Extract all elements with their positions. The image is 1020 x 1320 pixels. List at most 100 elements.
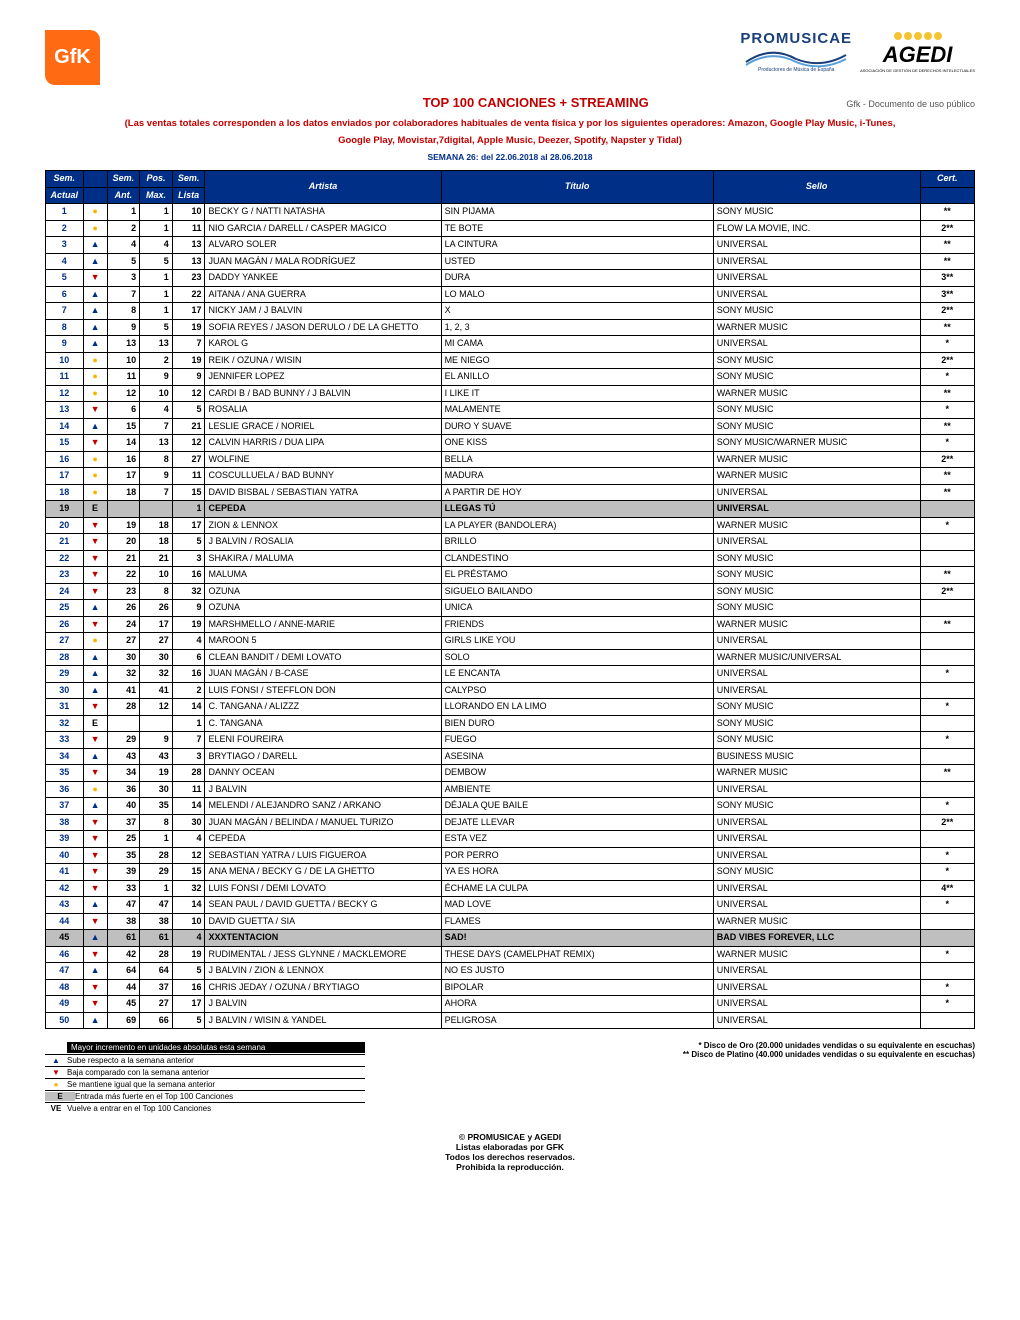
cell-indicator: ▲ [83, 253, 107, 270]
table-row: 24▼23832OZUNASIGUELO BAILANDOSONY MUSIC2… [46, 583, 975, 600]
cell-indicator: ▲ [83, 418, 107, 435]
cell-cert [920, 1012, 974, 1029]
cell-max: 1 [140, 204, 173, 221]
cell-artista: BRYTIAGO / DARELL [205, 748, 441, 765]
cell-max: 28 [140, 946, 173, 963]
footer-l1: © PROMUSICAE y AGEDI [45, 1132, 975, 1142]
cell-actual: 26 [46, 616, 84, 633]
cell-cert [920, 600, 974, 617]
cell-artista: LUIS FONSI / DEMI LOVATO [205, 880, 441, 897]
cell-indicator: ▼ [83, 402, 107, 419]
cell-max: 13 [140, 435, 173, 452]
cell-actual: 45 [46, 930, 84, 947]
cell-titulo: SIN PIJAMA [441, 204, 713, 221]
cell-actual: 33 [46, 732, 84, 749]
cell-artista: COSCULLUELA / BAD BUNNY [205, 468, 441, 485]
cell-max: 12 [140, 699, 173, 716]
cell-max: 1 [140, 220, 173, 237]
cell-cert: ** [920, 204, 974, 221]
cell-titulo: FLAMES [441, 913, 713, 930]
cell-artista: SEAN PAUL / DAVID GUETTA / BECKY G [205, 897, 441, 914]
th-blank2 [83, 187, 107, 204]
table-row: 34▲43433BRYTIAGO / DARELLASESINABUSINESS… [46, 748, 975, 765]
table-body: 1●1110BECKY G / NATTI NATASHASIN PIJAMAS… [46, 204, 975, 1029]
cell-ant: 7 [107, 286, 140, 303]
cell-titulo: YA ES HORA [441, 864, 713, 881]
cell-titulo: UNICA [441, 600, 713, 617]
cell-sello: UNIVERSAL [713, 897, 920, 914]
cell-cert: ** [920, 385, 974, 402]
cell-sello: WARNER MUSIC [713, 385, 920, 402]
cell-max: 8 [140, 451, 173, 468]
cell-sello: UNIVERSAL [713, 847, 920, 864]
cell-titulo: CALYPSO [441, 682, 713, 699]
cell-titulo: FUEGO [441, 732, 713, 749]
cell-actual: 2 [46, 220, 84, 237]
cell-titulo: MAD LOVE [441, 897, 713, 914]
cell-artista: XXXTENTACION [205, 930, 441, 947]
table-row: 47▲64645J BALVIN / ZION & LENNOXNO ES JU… [46, 963, 975, 980]
cell-titulo: GIRLS LIKE YOU [441, 633, 713, 650]
cell-actual: 22 [46, 550, 84, 567]
cell-actual: 30 [46, 682, 84, 699]
cell-max [140, 715, 173, 732]
cell-max: 28 [140, 847, 173, 864]
cell-artista: NICKY JAM / J BALVIN [205, 303, 441, 320]
cell-lista: 19 [172, 352, 205, 369]
cell-artista: OZUNA [205, 600, 441, 617]
footer-l4: Prohibida la reproducción. [45, 1162, 975, 1172]
cell-titulo: LA CINTURA [441, 237, 713, 254]
cell-titulo: BELLA [441, 451, 713, 468]
cell-lista: 30 [172, 814, 205, 831]
table-row: 27●27274MAROON 5GIRLS LIKE YOUUNIVERSAL [46, 633, 975, 650]
cell-ant: 34 [107, 765, 140, 782]
cell-cert: 2** [920, 220, 974, 237]
cell-lista: 16 [172, 666, 205, 683]
cell-actual: 40 [46, 847, 84, 864]
cell-ant: 9 [107, 319, 140, 336]
cell-indicator: ▼ [83, 765, 107, 782]
cell-lista: 10 [172, 204, 205, 221]
agedi-circles-icon [860, 32, 975, 40]
cell-titulo: EL PRÉSTAMO [441, 567, 713, 584]
cell-indicator: ▼ [83, 616, 107, 633]
cell-ant: 12 [107, 385, 140, 402]
cell-artista: AITANA / ANA GUERRA [205, 286, 441, 303]
cell-max: 26 [140, 600, 173, 617]
table-row: 22▼21213SHAKIRA / MALUMACLANDESTINOSONY … [46, 550, 975, 567]
legend-right: * Disco de Oro (20.000 unidades vendidas… [683, 1041, 975, 1114]
description-2: Google Play, Movistar,7digital, Apple Mu… [45, 135, 975, 146]
cell-titulo: SOLO [441, 649, 713, 666]
legend-oro: * Disco de Oro (20.000 unidades vendidas… [683, 1041, 975, 1050]
cell-lista: 19 [172, 319, 205, 336]
cell-indicator: ▼ [83, 979, 107, 996]
cell-sello: BAD VIBES FOREVER, LLC [713, 930, 920, 947]
cell-titulo: FRIENDS [441, 616, 713, 633]
cell-ant [107, 501, 140, 518]
cell-lista: 19 [172, 946, 205, 963]
cell-actual: 41 [46, 864, 84, 881]
cell-cert [920, 633, 974, 650]
cell-actual: 4 [46, 253, 84, 270]
cell-cert [920, 913, 974, 930]
gfk-doc-label: Gfk - Documento de uso público [846, 99, 975, 109]
cell-titulo: LE ENCANTA [441, 666, 713, 683]
cell-max: 8 [140, 583, 173, 600]
cell-ant: 69 [107, 1012, 140, 1029]
cell-sello: WARNER MUSIC/UNIVERSAL [713, 649, 920, 666]
cell-actual: 36 [46, 781, 84, 798]
table-row: 44▼383810DAVID GUETTA / SIAFLAMESWARNER … [46, 913, 975, 930]
cell-sello: UNIVERSAL [713, 1012, 920, 1029]
cell-lista: 10 [172, 913, 205, 930]
cell-sello: SONY MUSIC [713, 732, 920, 749]
cell-lista: 6 [172, 649, 205, 666]
cell-sello: UNIVERSAL [713, 666, 920, 683]
cell-lista: 19 [172, 616, 205, 633]
cell-lista: 3 [172, 550, 205, 567]
table-row: 1●1110BECKY G / NATTI NATASHASIN PIJAMAS… [46, 204, 975, 221]
table-row: 14▲15721LESLIE GRACE / NORIELDURO Y SUAV… [46, 418, 975, 435]
cell-lista: 4 [172, 633, 205, 650]
cell-max: 47 [140, 897, 173, 914]
cell-ant: 45 [107, 996, 140, 1013]
cell-indicator: ▼ [83, 534, 107, 551]
